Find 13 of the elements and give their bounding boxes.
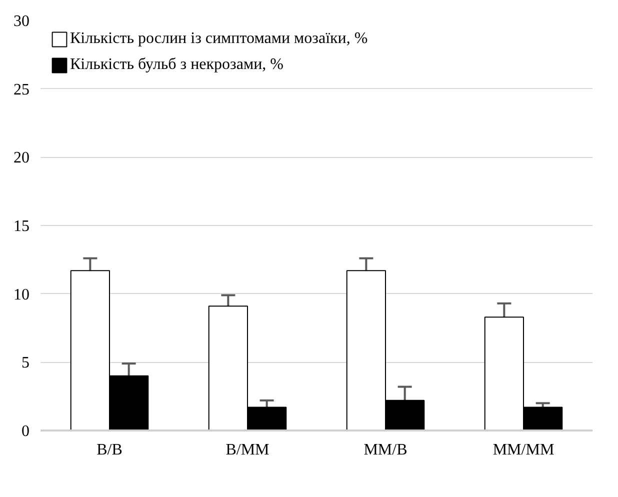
legend-label: Кількість рослин із симптомами мозаїки, % (70, 30, 368, 48)
legend-label: Кількість бульб з некрозами, % (70, 56, 284, 74)
x-tick-label: B/B (96, 442, 122, 458)
y-tick-label: 10 (14, 286, 30, 304)
y-tick-label: 20 (14, 150, 30, 167)
x-tick-label: MM/MM (492, 442, 554, 458)
y-tick-label: 5 (22, 354, 30, 372)
x-tick-label: MM/B (364, 442, 408, 458)
y-tick-label: 0 (22, 423, 30, 440)
y-tick-label: 25 (14, 81, 30, 98)
y-tick-label: 15 (14, 218, 30, 235)
y-tick-label: 30 (14, 13, 30, 30)
x-tick-label: B/MM (226, 442, 270, 458)
